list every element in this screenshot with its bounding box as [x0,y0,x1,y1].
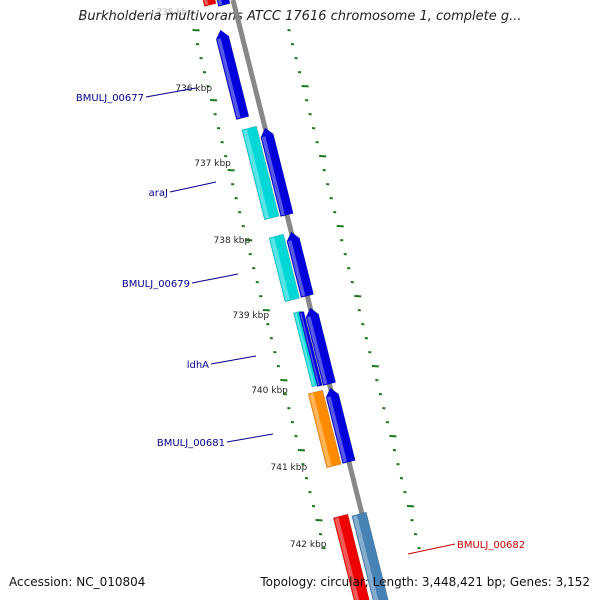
scale-label: 739 kbp [232,311,269,321]
accession-text: Accession: NC_010804 [9,575,146,589]
gene-feature [268,233,300,303]
scale-label: 738 kbp [214,236,251,246]
scale-label: 737 kbp [194,159,231,169]
backbone-track [230,0,387,600]
genome-stats-text: Topology: circular; Length: 3,448,421 bp… [260,575,590,589]
gene-leader-line [226,433,274,443]
gene-feature [214,0,231,7]
gene-feature [351,511,391,600]
gene-label-track: BMULJ_00677 araJ BMULJ_00679 ldhA BMULJ_0068… [76,87,525,555]
gene-label: araJ [149,188,168,199]
gene-leader-line [169,181,217,193]
gene-feature [286,231,314,298]
gene-feature [241,125,280,221]
scale-label: 740 kbp [251,386,288,396]
map-title: Burkholderia multivorans ATCC 17616 chro… [78,9,522,24]
gc-content-track [192,29,421,550]
gene-leader-line [145,87,197,98]
gene-feature [298,311,323,387]
gene-feature [332,513,372,600]
gene-label: BMULJ_00681 [157,438,225,449]
gene-leader-line [407,543,456,555]
gene-label: BMULJ_00677 [76,93,144,104]
feature-track [200,0,391,600]
gene-label: ldhA [187,360,209,371]
scale-track: 735 kbp 736 kbp 737 kbp 738 kbp 739 kbp 740 k… [156,8,326,550]
scale-label: 736 kbp [175,84,212,94]
gene-feature [307,389,342,469]
gene-label: BMULJ_00679 [122,279,190,290]
gene-feature [325,387,356,464]
gene-label: BMULJ_00682 [457,540,525,551]
gene-feature [215,29,250,120]
scale-label: 741 kbp [271,463,308,473]
gene-feature [260,127,294,217]
backbone-line [230,0,387,600]
gene-leader-line [191,273,239,284]
gene-leader-line [210,355,257,365]
gene-feature [305,307,336,386]
scale-label: 735 kbp [156,8,193,18]
gene-feature [200,0,217,7]
scale-label: 742 kbp [290,540,327,550]
